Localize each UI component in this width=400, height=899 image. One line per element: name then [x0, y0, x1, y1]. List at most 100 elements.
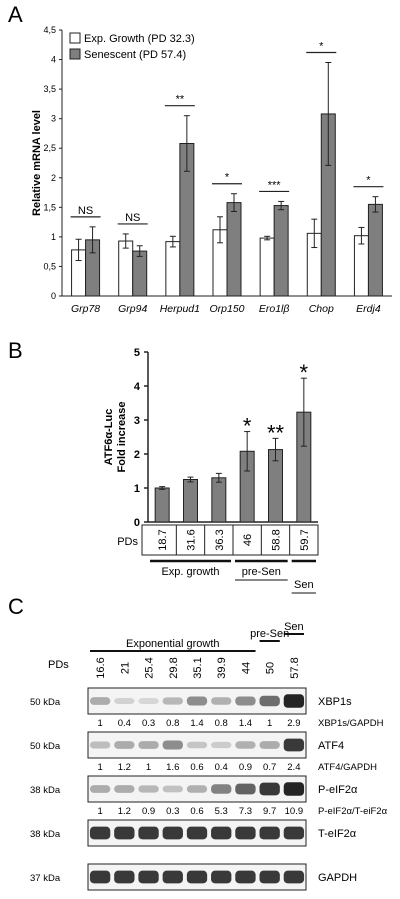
blot-band — [138, 698, 159, 704]
blot-protein-label: GAPDH — [318, 872, 357, 884]
blot-band — [283, 694, 305, 708]
blot-ratio: 0.4 — [215, 762, 228, 773]
blot-band — [89, 697, 111, 705]
blot-protein-label: XBP1s — [318, 696, 352, 708]
blot-band — [89, 785, 111, 793]
pd-value: 57.8 — [289, 657, 301, 678]
significance-mark: *** — [268, 179, 282, 191]
significance-mark: NS — [78, 205, 93, 217]
blot-band — [235, 741, 256, 749]
bar — [259, 237, 275, 297]
pd-value: 46 — [242, 534, 254, 546]
y-tick-label: 1,5 — [43, 202, 56, 212]
category-label: Grp94 — [118, 303, 147, 315]
blot-ratio: 10.9 — [285, 806, 304, 817]
pd-table-box — [141, 524, 319, 556]
significance-mark: * — [300, 360, 309, 385]
y-tick-label: 3 — [51, 114, 56, 124]
blot-band — [283, 782, 305, 796]
group-label: Sen — [294, 579, 314, 591]
blot-group-label: pre-Sen — [250, 628, 289, 640]
blot-band — [211, 870, 232, 884]
category-label: Erdj4 — [356, 303, 381, 315]
significance-mark: ** — [267, 420, 285, 445]
blot-band — [186, 741, 208, 749]
blot-band — [186, 785, 208, 793]
blot-band — [162, 870, 183, 884]
legend-swatch — [69, 32, 81, 44]
blot-ratio: 2.9 — [287, 718, 300, 729]
panel-b-chart: 0 1 2 3 4 5 ATF6α-Luc Fold increase 18.7 31.6 36.3… — [103, 347, 319, 594]
blot-ratio: 0.6 — [190, 762, 203, 773]
group-label: Exp. growth — [161, 566, 219, 578]
blot-ratio: 1.2 — [118, 762, 131, 773]
blot-band — [114, 697, 135, 705]
significance-mark: * — [243, 414, 252, 439]
blot-ratio: 2.4 — [287, 762, 300, 773]
y-tick-label: 0 — [134, 517, 140, 529]
y-tick-label: 0 — [51, 291, 56, 301]
bar — [273, 205, 289, 297]
pd-value: 31.6 — [186, 529, 198, 550]
blot-group-label: Exponential growth — [126, 638, 220, 650]
pd-value: 29.8 — [168, 657, 180, 678]
blot-band — [283, 870, 305, 884]
bar — [211, 477, 227, 523]
blot-ratio: 1.4 — [190, 718, 203, 729]
blot-band — [235, 826, 256, 840]
blot-band — [162, 697, 183, 705]
category-label: Herpud1 — [160, 303, 200, 315]
y-tick-label: 2,5 — [43, 143, 56, 153]
legend-swatch — [69, 48, 81, 60]
significance-mark: NS — [125, 212, 140, 224]
pd-value: 25.4 — [144, 657, 156, 678]
blot-ratio: 1.6 — [166, 762, 179, 773]
pd-value: 16.6 — [95, 657, 107, 678]
blot-ratio: 0.7 — [263, 762, 276, 773]
pd-value: 58.8 — [271, 529, 283, 550]
bar — [118, 240, 134, 297]
blot-band — [235, 696, 256, 706]
pd-value: 59.7 — [299, 529, 311, 550]
pd-value: 39.9 — [216, 657, 228, 678]
y-axis-label: Fold increase — [116, 402, 128, 473]
category-label: Ero1lβ — [259, 303, 290, 315]
blot-ratio: 1 — [97, 718, 102, 729]
blot-band — [186, 870, 208, 884]
blot-ratio: 0.9 — [142, 806, 155, 817]
y-axis-label: ATF6α-Luc — [103, 409, 115, 466]
kda-marker: 50 kDa — [30, 697, 61, 708]
blot-band — [186, 696, 208, 706]
blot-band — [114, 785, 135, 793]
legend-entry: Exp. Growth (PD 32.3) — [84, 33, 195, 45]
blot-ratio: 0.6 — [190, 806, 203, 817]
kda-marker: 38 kDa — [30, 785, 61, 796]
blot-protein-label: T-eIF2α — [318, 828, 357, 840]
blot-band — [89, 826, 111, 840]
blot-ratio: 5.3 — [215, 806, 228, 817]
blot-ratio: 1 — [97, 762, 102, 773]
blot-band — [114, 826, 135, 840]
blot-band — [259, 782, 280, 796]
blot-band — [138, 826, 159, 840]
blot-band — [211, 697, 232, 705]
pd-value: 50 — [265, 662, 277, 674]
blot-band — [259, 826, 280, 840]
pds-row-label: PDs — [117, 536, 138, 548]
significance-mark: * — [366, 175, 371, 187]
blot-band — [89, 741, 111, 749]
y-axis-label: Relative mRNA level — [31, 110, 43, 216]
blot-band — [259, 695, 280, 707]
blot-band — [114, 741, 135, 749]
blot-ratio: 0.3 — [166, 806, 179, 817]
blot-ratio: 1 — [97, 806, 102, 817]
blot-band — [138, 785, 159, 793]
blot-ratio-label: ATF4/GAPDH — [318, 762, 377, 773]
blot-ratio: 1 — [267, 718, 272, 729]
blot-band — [211, 784, 232, 794]
blot-ratio: 1.2 — [118, 806, 131, 817]
y-tick-label: 2 — [134, 449, 140, 461]
category-label: Chop — [309, 303, 334, 315]
y-tick-label: 0,5 — [43, 261, 56, 271]
